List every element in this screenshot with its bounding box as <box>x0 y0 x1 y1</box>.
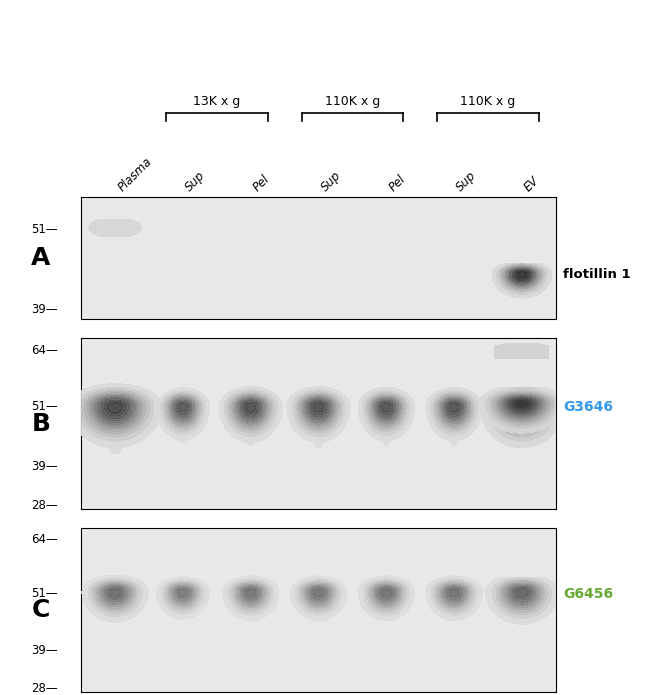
Text: G3646: G3646 <box>563 400 613 414</box>
Text: Sup: Sup <box>318 169 344 194</box>
Text: 110K x g: 110K x g <box>325 95 380 108</box>
Text: 51—: 51— <box>31 400 57 413</box>
Text: A: A <box>31 246 51 270</box>
Text: C: C <box>32 598 50 622</box>
Text: 39—: 39— <box>31 644 57 657</box>
Text: Plasma: Plasma <box>115 155 155 194</box>
Text: Pel: Pel <box>251 172 272 194</box>
Text: 28—: 28— <box>31 499 57 512</box>
Text: G6456: G6456 <box>563 587 613 600</box>
Text: 39—: 39— <box>31 303 57 316</box>
Text: Sup: Sup <box>183 169 208 194</box>
Text: 28—: 28— <box>31 682 57 695</box>
Text: EV: EV <box>522 174 542 194</box>
Text: 64—: 64— <box>31 344 57 357</box>
Text: 13K x g: 13K x g <box>193 95 240 108</box>
Text: 64—: 64— <box>31 533 57 546</box>
Text: 110K x g: 110K x g <box>460 95 515 108</box>
Text: 39—: 39— <box>31 459 57 473</box>
Text: flotillin 1: flotillin 1 <box>563 268 630 281</box>
Text: Pel: Pel <box>386 172 408 194</box>
Text: 51—: 51— <box>31 587 57 600</box>
Text: 51—: 51— <box>31 222 57 236</box>
Text: Sup: Sup <box>454 169 479 194</box>
Text: B: B <box>31 411 51 436</box>
